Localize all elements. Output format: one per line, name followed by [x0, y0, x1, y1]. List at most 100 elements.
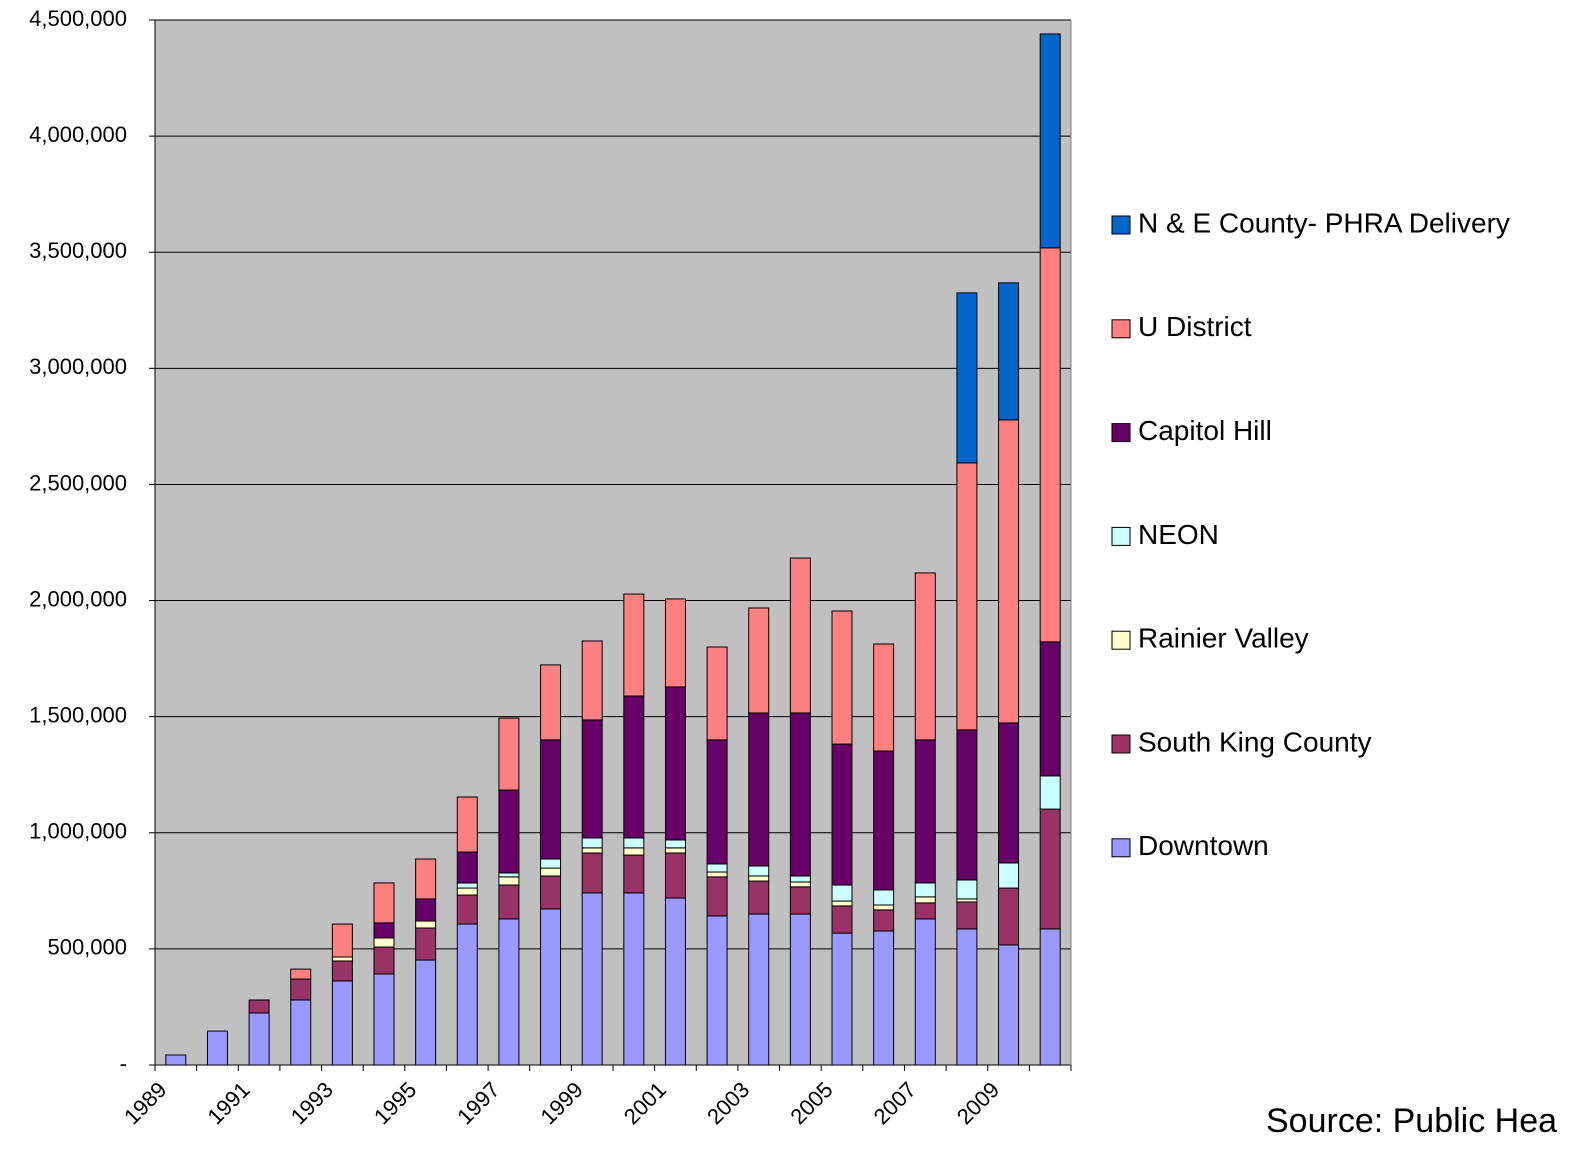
bar-segment [748, 712, 770, 867]
bar-segment [706, 646, 728, 741]
bar-segment [706, 876, 728, 917]
bar-segment [248, 999, 270, 1014]
bar-segment [664, 847, 686, 854]
bar-segment [373, 973, 395, 1066]
x-tick-label: 1991 [202, 1077, 254, 1129]
bar-segment [206, 1030, 228, 1066]
bar-segment [914, 896, 936, 904]
bar-segment [581, 837, 603, 849]
x-tick-label: 2003 [702, 1077, 754, 1129]
bar-segment [748, 875, 770, 882]
y-tick-label: 1,000,000 [29, 819, 127, 844]
bar-segment [540, 875, 562, 910]
bar-segment [664, 852, 686, 899]
bar-segment [748, 913, 770, 1066]
bar-segment [873, 930, 895, 1066]
x-tick-label: 1999 [536, 1077, 588, 1129]
bar-segment [956, 462, 978, 731]
bar-segment [331, 956, 353, 962]
bar-segment [914, 739, 936, 884]
bar-segment [998, 282, 1020, 421]
legend-label: N & E County- PHRA Delivery [1138, 207, 1510, 238]
legend-label: South King County [1138, 726, 1372, 757]
bar-segment [1039, 808, 1061, 930]
bar-segment [581, 847, 603, 854]
bar-segment [373, 937, 395, 948]
bar-segment [456, 887, 478, 896]
bar-segment [415, 920, 437, 929]
bar-segment [498, 717, 520, 791]
legend-swatch [1111, 215, 1131, 235]
bar-segment [998, 419, 1020, 724]
bar-segment [706, 871, 728, 878]
bar-segment [623, 854, 645, 894]
bar-segment [1039, 641, 1061, 777]
x-tick-label: 2007 [869, 1077, 921, 1129]
bar-segment [498, 884, 520, 920]
bar-segment [706, 915, 728, 1066]
bar-segment [956, 879, 978, 900]
bar-segment [623, 837, 645, 849]
x-tick-label: 1989 [119, 1077, 171, 1129]
bar-segment [706, 863, 728, 873]
bar-segment [581, 892, 603, 1066]
bar-segment [914, 902, 936, 920]
bar-segment [456, 923, 478, 1066]
bar-segment [456, 894, 478, 925]
y-tick-label: 2,500,000 [29, 470, 127, 495]
bar-segment [540, 664, 562, 741]
bar-segment [373, 922, 395, 939]
legend-label: NEON [1138, 519, 1219, 550]
legend-label: U District [1138, 311, 1252, 342]
bar-segment [873, 643, 895, 752]
legend-swatch [1111, 526, 1131, 546]
bar-segment [914, 882, 936, 898]
legend-label: Rainier Valley [1138, 623, 1309, 654]
bar-segment [748, 865, 770, 877]
bar-segment [498, 872, 520, 878]
x-tick-label: 2001 [619, 1077, 671, 1129]
bar-segment [456, 796, 478, 853]
bar-segment [873, 889, 895, 906]
bar-segment [998, 722, 1020, 864]
bar-segment [165, 1054, 187, 1066]
y-tick-label: 2,000,000 [29, 586, 127, 611]
bar-segment [789, 875, 811, 883]
bar-segment [789, 886, 811, 915]
bar-segment [581, 640, 603, 721]
bar-segment [248, 1012, 270, 1066]
x-tick-label: 1995 [369, 1077, 421, 1129]
bar-segment [331, 960, 353, 982]
bar-segment [498, 918, 520, 1066]
y-tick-label: - [120, 1051, 127, 1076]
bar-segment [831, 743, 853, 886]
bar-segment [956, 292, 978, 464]
bar-segment [540, 858, 562, 869]
bar-segment [873, 909, 895, 932]
bar-segment [456, 851, 478, 884]
bar-segment [331, 923, 353, 958]
bar-segment [623, 695, 645, 839]
bar-segment [789, 557, 811, 714]
legend-label: Downtown [1138, 830, 1269, 861]
legend-swatch [1111, 319, 1131, 339]
bar-segment [831, 610, 853, 745]
bar-segment [956, 928, 978, 1066]
bar-segment [831, 905, 853, 934]
bar-segment [998, 887, 1020, 946]
bar-segment [623, 847, 645, 856]
bar-segment [664, 686, 686, 841]
bar-segment [1039, 247, 1061, 643]
bar-segment [623, 892, 645, 1066]
bar-segment [831, 884, 853, 902]
bar-segment [498, 876, 520, 886]
bar-segment [664, 897, 686, 1066]
bar-segment [290, 978, 312, 1001]
bar-segment [540, 739, 562, 860]
bar-segment [831, 900, 853, 907]
bar-segment [415, 959, 437, 1066]
legend-swatch [1111, 423, 1131, 443]
bar-segment [873, 750, 895, 891]
legend-swatch [1111, 734, 1131, 754]
